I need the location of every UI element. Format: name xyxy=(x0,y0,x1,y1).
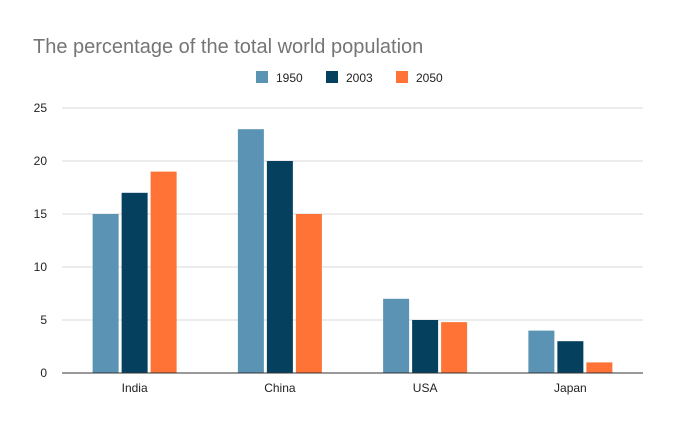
y-tick-label: 10 xyxy=(34,260,48,274)
legend-swatch-2050 xyxy=(396,71,408,83)
bar-japan-2050 xyxy=(586,362,613,373)
legend-swatch-2003 xyxy=(326,71,338,83)
bar-china-2050 xyxy=(295,214,322,373)
bar-usa-2050 xyxy=(441,322,468,373)
y-tick-label: 15 xyxy=(34,207,48,221)
chart-title: The percentage of the total world popula… xyxy=(33,36,423,58)
y-tick-label: 25 xyxy=(34,101,48,115)
legend: 1950 2003 2050 xyxy=(256,71,443,85)
legend-swatch-1950 xyxy=(256,71,268,83)
y-axis: 0 5 10 15 20 25 xyxy=(34,101,48,380)
y-tick-label: 5 xyxy=(40,313,47,327)
x-tick-label: USA xyxy=(413,381,438,395)
bar-japan-1950 xyxy=(528,330,555,373)
bar-japan-2003 xyxy=(557,341,584,373)
bar-usa-1950 xyxy=(383,298,410,373)
y-tick-label: 0 xyxy=(40,366,47,380)
y-tick-label: 20 xyxy=(34,154,48,168)
x-tick-label: Japan xyxy=(554,381,587,395)
bar-china-1950 xyxy=(237,129,264,373)
legend-label: 2003 xyxy=(346,71,373,85)
legend-label: 2050 xyxy=(416,71,443,85)
x-tick-label: China xyxy=(264,381,296,395)
bar-india-1950 xyxy=(92,214,119,373)
bars xyxy=(92,129,613,373)
bar-india-2050 xyxy=(150,171,177,373)
gridlines xyxy=(62,107,643,321)
bar-india-2003 xyxy=(121,192,148,373)
x-tick-label: India xyxy=(122,381,148,395)
bar-usa-2003 xyxy=(412,320,439,373)
x-axis: India China USA Japan xyxy=(62,372,643,395)
legend-label: 1950 xyxy=(276,71,303,85)
bar-china-2003 xyxy=(266,161,293,373)
